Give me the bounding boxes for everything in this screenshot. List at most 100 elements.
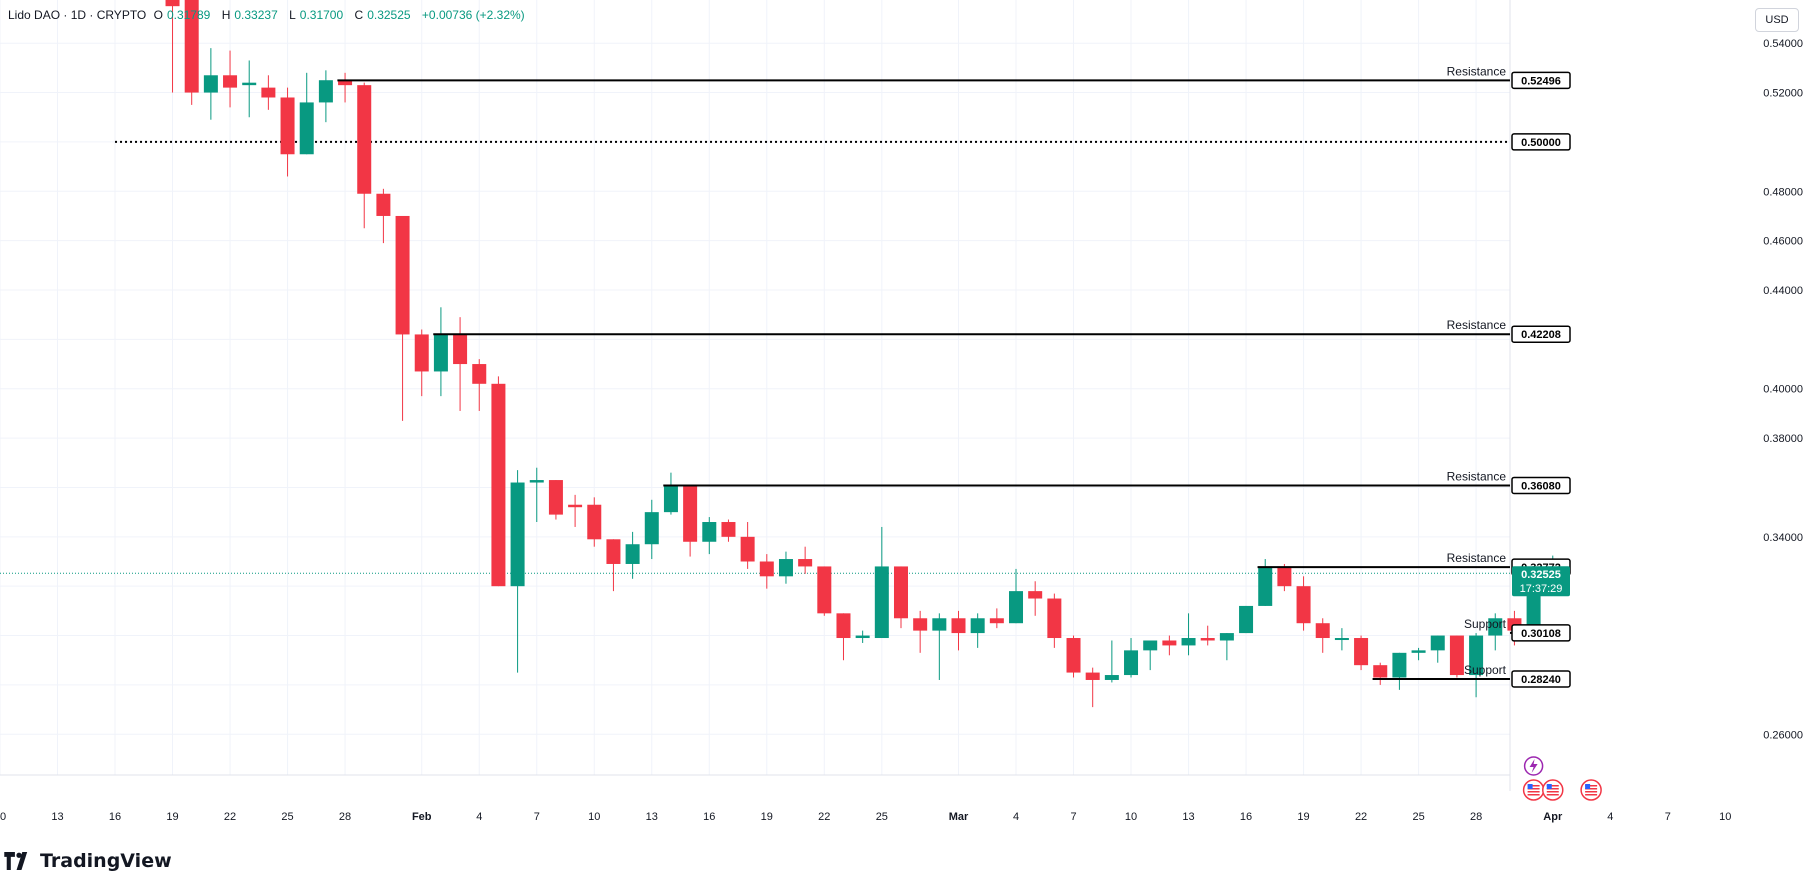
candle-down — [1315, 623, 1330, 639]
time-tick-label: 16 — [109, 811, 121, 823]
resistance-label: Resistance — [1447, 64, 1507, 78]
level-price-tag-label: 0.30108 — [1521, 628, 1561, 640]
candle-up — [242, 82, 257, 86]
time-tick-label: 13 — [51, 811, 63, 823]
price-tick-label: 0.54000 — [1763, 38, 1803, 50]
price-tick-label: 0.48000 — [1763, 186, 1803, 198]
level-price-tag — [1511, 325, 1571, 343]
support-label: Support — [1464, 617, 1507, 631]
time-tick-label: 19 — [1297, 811, 1309, 823]
close-label: C — [354, 8, 364, 22]
resistance-label: Resistance — [1447, 551, 1507, 565]
time-tick-label: 4 — [1607, 811, 1613, 823]
level-price-tag — [1511, 133, 1571, 151]
level-price-tag-label: 0.28240 — [1521, 674, 1561, 686]
candle-up — [1124, 650, 1139, 676]
flag-stripe — [1527, 791, 1540, 793]
time-tick-label: 10 — [1719, 811, 1731, 823]
candle-down — [913, 618, 928, 631]
candle-down — [184, 0, 199, 93]
candle-down — [1047, 598, 1062, 639]
candle-down — [280, 97, 295, 155]
candle-down — [606, 539, 621, 564]
candle-up — [702, 522, 717, 542]
time-tick-label: 4 — [476, 811, 482, 823]
change-value: +0.00736 (+2.32%) — [421, 8, 525, 22]
candle-up — [1392, 652, 1407, 678]
candle-up — [1411, 650, 1426, 653]
flag-stripe — [1585, 791, 1598, 793]
level-price-tag-label: 0.36080 — [1521, 480, 1561, 492]
candle-up — [970, 618, 985, 634]
candle-down — [357, 85, 372, 194]
candle-down — [1066, 638, 1081, 673]
currency-button[interactable]: USD — [1755, 8, 1799, 32]
resistance-label: Resistance — [1447, 318, 1507, 332]
candle-up — [1258, 566, 1273, 606]
time-tick-label: 13 — [1182, 811, 1194, 823]
candle-up — [1334, 638, 1349, 641]
lightning-icon — [1529, 759, 1538, 773]
us-flag-event-icon[interactable] — [1522, 779, 1545, 801]
candle-up — [874, 566, 889, 639]
candle-up — [644, 512, 659, 545]
close-value: 0.32525 — [367, 8, 411, 22]
candle-up — [778, 559, 793, 577]
candle-up — [663, 485, 678, 513]
candle-down — [165, 0, 180, 7]
price-tick-label: 0.34000 — [1763, 532, 1803, 544]
candle-down — [721, 522, 736, 537]
candle-up — [625, 544, 640, 564]
time-tick-label: Feb — [412, 811, 432, 823]
support-label: Support — [1464, 663, 1507, 677]
candle-down — [453, 334, 468, 365]
candle-down — [1296, 586, 1311, 624]
candle-down — [798, 559, 813, 567]
candle-up — [1009, 591, 1024, 624]
time-tick-label: Mar — [949, 811, 969, 823]
candle-up — [318, 80, 333, 103]
time-tick-label: 19 — [166, 811, 178, 823]
candle-down — [740, 536, 755, 562]
price-tick-label: 0.52000 — [1763, 88, 1803, 100]
us-flag-event-icon[interactable] — [1580, 779, 1602, 801]
time-tick-label: 25 — [281, 811, 293, 823]
candle-up — [510, 482, 525, 587]
candle-down — [759, 561, 774, 577]
level-price-tag-label: 0.42208 — [1521, 329, 1561, 341]
candle-down — [568, 504, 583, 508]
flag-stripe — [1585, 785, 1598, 787]
candle-down — [1277, 566, 1292, 587]
time-tick-label: 22 — [1355, 811, 1367, 823]
time-tick-label: 16 — [703, 811, 715, 823]
flag-stripe — [1527, 788, 1540, 790]
price-tick-label: 0.44000 — [1763, 285, 1803, 297]
flag-stripe — [1585, 788, 1598, 790]
price-tick-label: 0.38000 — [1763, 433, 1803, 445]
flag-stripe — [1546, 791, 1559, 793]
us-flag-event-icon[interactable] — [1542, 779, 1564, 801]
time-tick-label: 10 — [0, 811, 6, 823]
candle-up — [1239, 605, 1254, 634]
price-tick-label: 0.26000 — [1763, 729, 1803, 741]
high-value: 0.33237 — [234, 8, 278, 22]
time-tick-label: 4 — [1013, 811, 1019, 823]
candle-down — [223, 75, 238, 88]
tradingview-wordmark: TradingView — [40, 850, 172, 872]
time-tick-label: 7 — [1665, 811, 1671, 823]
level-price-tag — [1511, 670, 1571, 688]
time-tick-label: 28 — [339, 811, 351, 823]
flag-stripe — [1546, 794, 1559, 796]
candle-down — [587, 504, 602, 540]
time-tick-label: 10 — [588, 811, 600, 823]
candle-up — [1104, 675, 1119, 680]
candle-down — [893, 566, 908, 619]
time-tick-label: 16 — [1240, 811, 1252, 823]
level-price-tag-label: 0.52496 — [1521, 75, 1561, 87]
tradingview-logo[interactable]: TradingView — [4, 850, 172, 872]
candle-down — [989, 618, 1004, 624]
price-tick-label: 0.46000 — [1763, 236, 1803, 248]
flag-stripe — [1527, 785, 1540, 787]
time-tick-label: 13 — [646, 811, 658, 823]
